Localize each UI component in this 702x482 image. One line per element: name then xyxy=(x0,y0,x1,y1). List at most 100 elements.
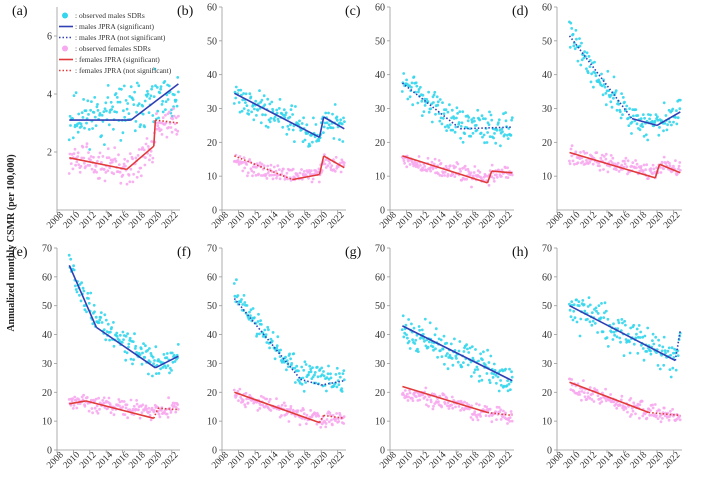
male-point xyxy=(504,111,507,114)
male-point xyxy=(275,346,279,350)
female-point xyxy=(446,401,450,404)
female-point xyxy=(292,410,296,413)
female-point xyxy=(157,126,161,130)
male-point xyxy=(614,89,618,92)
male-point xyxy=(575,320,579,324)
x-tick-label: 2022 xyxy=(326,450,347,471)
female-point xyxy=(101,155,105,158)
female-point xyxy=(585,151,589,155)
male-point xyxy=(600,302,603,305)
female-point xyxy=(342,161,346,165)
x-tick-label: 2022 xyxy=(494,450,515,471)
male-point xyxy=(408,347,412,350)
male-point xyxy=(143,99,147,103)
female-point xyxy=(588,396,592,400)
male-point xyxy=(233,294,237,298)
male-point xyxy=(612,96,615,100)
male-point xyxy=(97,321,101,324)
male-point xyxy=(575,37,578,41)
male-point xyxy=(672,356,676,359)
male-point xyxy=(428,321,432,325)
male-point xyxy=(592,85,595,89)
female-point xyxy=(440,405,443,409)
male-point xyxy=(282,108,286,112)
female-point xyxy=(175,132,179,136)
female-point xyxy=(246,401,250,405)
x-tick-label: 2018 xyxy=(629,210,650,231)
female-point xyxy=(487,414,491,418)
female-point xyxy=(76,155,80,158)
male-point xyxy=(508,367,511,371)
male-point xyxy=(506,389,510,393)
female-point xyxy=(612,400,616,404)
female-point xyxy=(595,151,599,155)
female-point xyxy=(137,408,140,412)
male-point xyxy=(470,375,473,378)
y-tick-label: 70 xyxy=(207,244,217,255)
female-point xyxy=(508,416,512,419)
x-tick-label: 2022 xyxy=(662,450,683,471)
male-point xyxy=(666,349,670,353)
male-point xyxy=(593,322,597,325)
male-point xyxy=(433,90,437,94)
male-point xyxy=(619,340,622,344)
x-tick-label: 2008 xyxy=(545,210,566,231)
legend-males-observed-marker xyxy=(62,12,68,19)
female-point xyxy=(466,167,470,171)
male-point xyxy=(668,368,672,371)
male-point xyxy=(92,303,96,307)
male-point xyxy=(458,110,462,113)
male-point xyxy=(594,306,598,310)
male-point xyxy=(124,358,128,362)
male-point xyxy=(103,313,107,317)
female-point xyxy=(328,161,332,165)
male-point xyxy=(572,303,576,307)
male-point xyxy=(148,97,152,100)
females-jpra-segment xyxy=(234,391,320,424)
male-point xyxy=(164,108,167,111)
male-point xyxy=(596,331,599,334)
female-point xyxy=(510,173,514,177)
male-point xyxy=(568,308,572,312)
male-point xyxy=(675,122,679,126)
female-point xyxy=(252,401,256,405)
y-tick-label: 50 xyxy=(542,301,552,312)
female-point xyxy=(615,406,619,410)
female-point xyxy=(328,411,332,415)
female-point xyxy=(632,401,636,405)
male-point xyxy=(481,135,484,139)
male-point xyxy=(176,76,180,79)
female-point xyxy=(501,415,504,419)
male-point xyxy=(304,363,308,366)
males-jpra-segment xyxy=(323,116,345,130)
male-point xyxy=(590,72,593,76)
male-point xyxy=(642,358,646,362)
female-point xyxy=(302,412,306,416)
male-point xyxy=(479,131,483,135)
female-point xyxy=(70,399,74,403)
male-point xyxy=(159,85,163,88)
female-point xyxy=(604,399,608,403)
male-point xyxy=(327,364,330,368)
male-point xyxy=(649,113,652,117)
female-point xyxy=(630,164,633,168)
female-point xyxy=(315,422,319,426)
male-point xyxy=(133,129,137,133)
female-point xyxy=(161,116,165,120)
female-point xyxy=(410,396,414,400)
male-point xyxy=(479,352,482,356)
male-point xyxy=(263,328,267,332)
female-point xyxy=(668,161,671,165)
male-point xyxy=(171,360,175,364)
female-point xyxy=(417,391,420,395)
female-point xyxy=(479,415,482,418)
female-point xyxy=(425,403,428,407)
female-point xyxy=(634,412,637,416)
male-point xyxy=(255,332,259,336)
female-point xyxy=(260,162,264,166)
female-point xyxy=(255,165,258,169)
female-point xyxy=(429,400,433,404)
male-point xyxy=(432,101,435,104)
male-point xyxy=(413,342,417,345)
female-point xyxy=(256,409,260,412)
